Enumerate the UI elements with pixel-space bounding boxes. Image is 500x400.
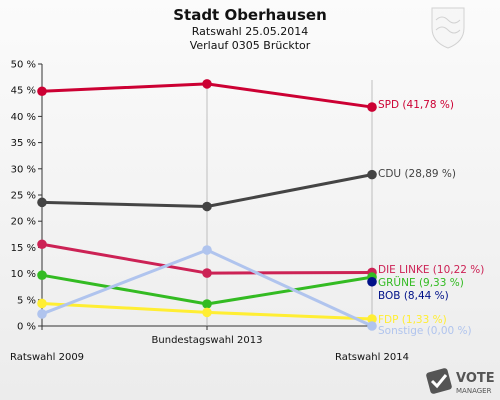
- data-point-grüne: [202, 299, 212, 309]
- series-labels: SPD (41,78 %) CDU (28,89 %) DIE LINKE (10,…: [378, 99, 484, 337]
- y-tick-label: 30 %: [11, 164, 36, 175]
- data-point-spd: [37, 86, 47, 97]
- y-tick-label: 10 %: [11, 269, 36, 280]
- data-point-spd: [202, 79, 212, 89]
- data-point-die-linke: [202, 268, 212, 278]
- series-label-spd: SPD (41,78 %): [378, 99, 454, 111]
- data-point-die-linke: [37, 239, 47, 250]
- data-point-cdu: [202, 201, 212, 212]
- x-tick-label: Ratswahl 2009: [10, 352, 84, 363]
- y-tick-label: 35 %: [11, 138, 36, 149]
- data-point-bob: [367, 276, 377, 287]
- y-tick-label: 40 %: [11, 112, 36, 123]
- data-point-sonstige: [367, 321, 377, 331]
- x-tick-label: Bundestagswahl 2013: [152, 335, 263, 346]
- votemanager-logo: VOTE MANAGER: [426, 368, 495, 395]
- chart-subtitle-2: Verlauf 0305 Brücktor: [190, 39, 311, 52]
- y-tick-label: 0 %: [17, 322, 36, 333]
- y-tick-label: 50 %: [11, 60, 36, 71]
- data-point-cdu: [37, 197, 47, 208]
- chart-title: Stadt Oberhausen: [173, 6, 327, 24]
- series-label-cdu: CDU (28,89 %): [378, 168, 456, 180]
- y-tick-label: 5 %: [17, 295, 36, 306]
- chart-subtitle-1: Ratswahl 25.05.2014: [192, 25, 308, 38]
- city-crest-icon: [431, 7, 465, 49]
- data-point-fdp: [367, 314, 377, 324]
- series-layer: [37, 79, 377, 331]
- y-tick-label: 20 %: [11, 217, 36, 228]
- series-label-die-linke: DIE LINKE (10,22 %): [378, 264, 484, 276]
- series-label-bob: BOB (8,44 %): [378, 290, 449, 302]
- data-point-sonstige: [202, 245, 212, 255]
- axes: 0 % 5 % 10 % 15 % 20 % 25 % 30 % 35 % 40 % 45 % 50…: [10, 60, 409, 364]
- logo-subtext: MANAGER: [456, 387, 492, 395]
- y-tick-label: 45 %: [11, 86, 36, 97]
- series-label-grüne: GRÜNE (9,33 %): [378, 276, 464, 289]
- data-point-fdp: [202, 307, 212, 318]
- series-label-sonstige: Sonstige (0,00 %): [378, 325, 472, 337]
- data-point-spd: [367, 102, 377, 112]
- y-tick-label: 15 %: [11, 243, 36, 254]
- x-tick-label: Ratswahl 2014: [335, 352, 409, 363]
- data-point-cdu: [367, 169, 377, 180]
- logo-text: VOTE: [456, 371, 495, 386]
- y-tick-label: 25 %: [11, 191, 36, 202]
- data-point-sonstige: [37, 309, 47, 319]
- series-label-fdp: FDP (1,33 %): [378, 314, 447, 326]
- data-point-grüne: [37, 270, 47, 280]
- check-badge-icon: [426, 368, 452, 394]
- data-point-fdp: [37, 298, 47, 309]
